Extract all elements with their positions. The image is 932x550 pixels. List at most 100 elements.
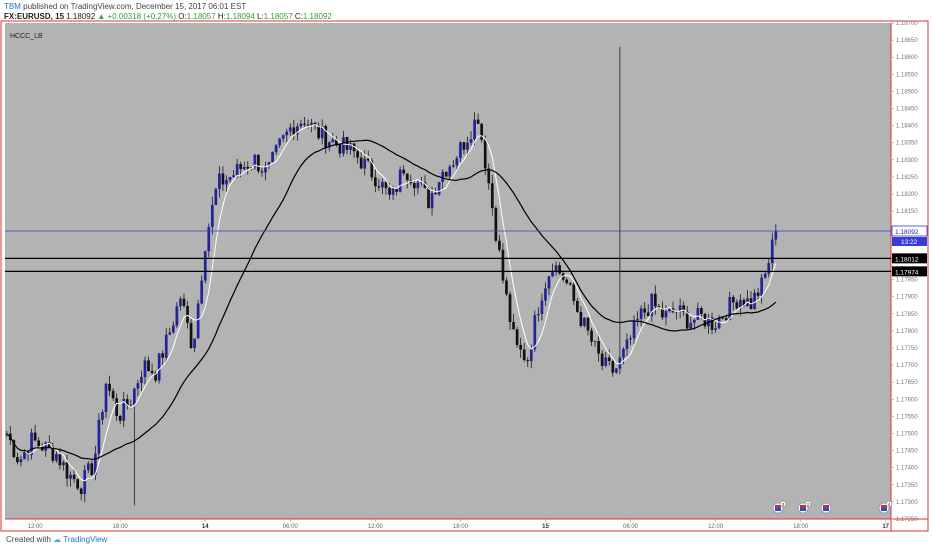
close-value: 1.18092 <box>302 12 332 21</box>
y-tick-label: 1.18700 <box>896 21 918 27</box>
y-tick-label: 1.18300 <box>896 158 918 164</box>
candle-body <box>600 353 604 366</box>
candle-body <box>55 454 58 461</box>
x-tick-label: 12:00 <box>28 524 44 530</box>
flag-stripe-icon <box>775 505 781 508</box>
candle-body <box>728 296 732 321</box>
candle-body <box>94 453 97 475</box>
x-tick-label: 15 <box>542 524 549 530</box>
candle-body <box>430 193 434 209</box>
current-price-label: 1.18092 <box>895 229 919 236</box>
candle-body <box>604 357 608 366</box>
candle-body <box>441 171 445 182</box>
candle-body <box>370 160 374 178</box>
candle-body <box>381 181 384 188</box>
y-tick-label: 1.17350 <box>896 483 918 489</box>
candle-body <box>689 322 693 329</box>
candle-body <box>696 308 700 320</box>
ma-slow-line <box>6 139 777 460</box>
candle-body <box>476 119 480 124</box>
candle-body <box>366 158 370 161</box>
y-tick-label: 1.17700 <box>896 363 918 369</box>
y-tick-label: 1.18500 <box>896 89 918 95</box>
candle-body <box>111 390 115 399</box>
x-tick-label: 06:00 <box>283 524 299 530</box>
tradingview-link[interactable]: TradingView <box>63 535 108 544</box>
candle-body <box>653 293 657 307</box>
created-with-text: Created with <box>6 535 51 544</box>
candle-body <box>296 126 299 135</box>
y-tick-label: 1.18450 <box>896 107 918 113</box>
event-count-badge <box>885 500 893 508</box>
candle-body <box>714 328 717 330</box>
event-count-badge <box>804 500 812 508</box>
candle-body <box>508 294 512 322</box>
flag-stripe-icon <box>800 508 806 511</box>
candle-body <box>774 230 778 240</box>
candle-body <box>274 145 278 153</box>
event-count-badge <box>779 500 787 508</box>
y-tick-label: 1.18550 <box>896 72 918 78</box>
candle-body <box>505 280 508 295</box>
candle-body <box>118 415 122 421</box>
candle-body <box>402 169 406 174</box>
level-label-bg <box>892 253 927 264</box>
x-tick-label: 18:00 <box>113 524 129 530</box>
candle-body <box>72 474 76 480</box>
x-tick-label: 18:00 <box>453 524 469 530</box>
candle-body <box>310 122 313 125</box>
candle-body <box>86 463 90 470</box>
ma-fast-line <box>6 124 777 482</box>
candle-body <box>207 227 211 252</box>
candle-body <box>122 399 126 421</box>
y-tick-label: 1.17950 <box>896 278 918 284</box>
candle-body <box>636 318 639 321</box>
candle-body <box>487 168 491 184</box>
candle-body <box>692 319 696 323</box>
x-tick-label: 06:00 <box>623 524 639 530</box>
x-tick-label: 12:00 <box>368 524 384 530</box>
candle-body <box>593 341 597 342</box>
y-tick-label: 1.18350 <box>896 141 918 147</box>
candle-body <box>526 360 530 362</box>
candle-body <box>76 479 79 489</box>
candle-body <box>200 280 204 304</box>
candle-body <box>597 341 600 354</box>
x-tick-label: 14 <box>202 524 209 530</box>
candle-body <box>639 308 643 319</box>
candle-body <box>554 265 558 273</box>
tradingview-logo-icon: ☁ <box>53 535 62 544</box>
symbol-name: FX:EURUSD, 15 <box>4 12 65 21</box>
candle-body <box>537 314 540 316</box>
candle-body <box>494 208 498 241</box>
candle-body <box>253 154 257 168</box>
y-tick-label: 1.17250 <box>896 517 918 523</box>
candle-body <box>246 166 250 169</box>
price-change: ▲ +0.00318 (+0.27%) <box>97 12 177 21</box>
candle-body <box>125 399 129 406</box>
y-tick-label: 1.17500 <box>896 431 918 437</box>
candle-body <box>260 171 264 173</box>
candle-body <box>349 143 352 150</box>
author-link[interactable]: TBM <box>4 2 21 11</box>
candle-body <box>710 317 714 330</box>
candle-body <box>221 173 225 185</box>
candle-body <box>572 284 576 301</box>
candle-body <box>157 353 161 381</box>
flag-stripe-icon <box>881 505 887 508</box>
candle-body <box>767 263 771 274</box>
flag-stripe-icon <box>823 508 829 511</box>
event-count-label: 3 <box>782 502 785 507</box>
flag-stripe-icon <box>800 505 806 508</box>
high-label: H: <box>217 12 226 21</box>
candle-body <box>625 339 629 349</box>
candle-body <box>327 142 331 148</box>
level-label-bg <box>892 266 927 277</box>
candle-body <box>416 182 420 189</box>
x-tick-label: 17 <box>882 524 889 530</box>
flag-stripe-icon <box>823 505 829 508</box>
candle-body <box>12 440 16 458</box>
candle-body <box>618 357 622 369</box>
y-tick-label: 1.17300 <box>896 500 918 506</box>
